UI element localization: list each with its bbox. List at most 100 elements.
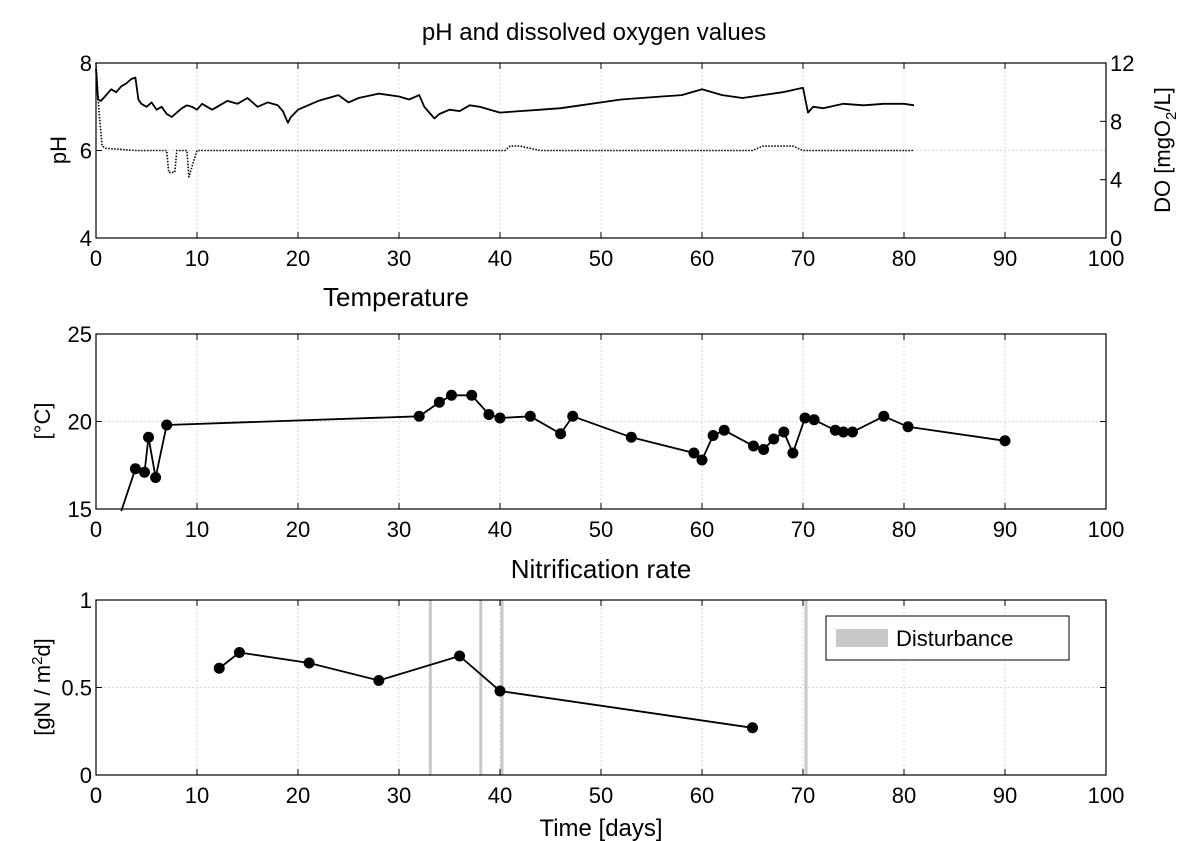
temperature-point xyxy=(466,389,478,401)
panel1-title: pH and dissolved oxygen values xyxy=(422,19,766,46)
panel3-x-ticks: 0 10 20 30 40 50 60 70 80 90 100 xyxy=(90,600,1124,808)
nitrification-point xyxy=(213,662,225,674)
y-right-tick-label: 4 xyxy=(1110,168,1122,193)
panel1-y-ticks: 4 6 8 xyxy=(80,51,102,251)
do-label-part2: /L] xyxy=(1150,87,1175,111)
x-tick-label: 100 xyxy=(1088,246,1125,271)
temperature-point xyxy=(143,431,155,443)
temperature-point xyxy=(799,412,811,424)
nitrification-point xyxy=(454,650,466,662)
y-tick-label: 20 xyxy=(68,410,92,435)
temperature-point xyxy=(787,447,799,459)
panel3-y-label: [gN / m2d] xyxy=(29,638,55,736)
temperature-point xyxy=(768,433,780,445)
x-tick-label: 100 xyxy=(1088,517,1125,542)
y-tick-label: 0 xyxy=(80,763,92,788)
x-tick-label: 80 xyxy=(892,246,916,271)
legend-label: Disturbance xyxy=(896,626,1013,651)
temperature-point xyxy=(483,409,495,420)
nitrification-point xyxy=(233,647,245,658)
panel2-x-ticks: 0 10 20 30 40 50 60 70 80 90 100 xyxy=(90,334,1124,542)
x-tick-label: 50 xyxy=(589,783,613,808)
temperature-point xyxy=(748,440,760,452)
x-tick-label: 10 xyxy=(185,517,209,542)
x-tick-label: 0 xyxy=(90,517,102,542)
legend: Disturbance xyxy=(825,615,1070,661)
panel2-y-ticks: 15 20 25 xyxy=(68,322,1106,522)
x-tick-label: 80 xyxy=(892,517,916,542)
y-tick-label: 25 xyxy=(68,322,92,347)
x-tick-label: 80 xyxy=(892,783,916,808)
temperature-point xyxy=(446,389,458,401)
temperature-point xyxy=(129,463,141,475)
x-tick-label: 10 xyxy=(185,246,209,271)
series-line-2 xyxy=(95,62,915,178)
x-tick-label: 50 xyxy=(589,246,613,271)
panel-nitrification: Nitrification rate 0 10 20 30 40 50 60 70 80 90 10… xyxy=(29,554,1124,841)
nitrification-line xyxy=(218,651,753,729)
panel2-title: Temperature xyxy=(323,282,469,312)
temperature-point xyxy=(625,431,637,443)
y-tick-label: 8 xyxy=(80,51,92,76)
temperature-point xyxy=(846,426,858,438)
temperature-point xyxy=(758,444,770,455)
x-tick-label: 20 xyxy=(286,246,310,271)
x-tick-label: 0 xyxy=(90,246,102,271)
y-tick-label: 4 xyxy=(80,226,92,251)
x-tick-label: 60 xyxy=(690,246,714,271)
y-tick-label: 0.5 xyxy=(61,676,92,701)
temperature-point xyxy=(524,410,536,422)
temperature-point xyxy=(494,412,506,424)
temperature-point xyxy=(567,410,579,422)
panel3-x-label: Time [days] xyxy=(539,815,662,841)
y-tick-label: 1 xyxy=(80,588,92,613)
y-right-tick-label: 8 xyxy=(1110,109,1122,134)
panel2-y-label: [°C] xyxy=(30,403,55,440)
temperature-point xyxy=(878,410,890,422)
panel-temperature: Temperature 0 10 20 30 40 50 60 70 80 90 100 15 20 2… xyxy=(30,282,1124,542)
nitrification-point xyxy=(303,657,315,669)
panel3-y-ticks: 00.51 xyxy=(61,588,1106,788)
nitrification-point xyxy=(747,722,758,734)
legend-swatch xyxy=(836,629,888,647)
panel-ph-do: pH and dissolved oxygen values 0 10 20 30 40… xyxy=(46,19,1180,271)
panel1-x-ticks: 0 10 20 30 40 50 60 70 80 90 100 xyxy=(90,63,1124,271)
x-tick-label: 30 xyxy=(387,246,411,271)
temperature-point xyxy=(999,435,1011,447)
temperature-point xyxy=(413,410,425,422)
x-tick-label: 60 xyxy=(690,783,714,808)
x-tick-label: 70 xyxy=(791,246,815,271)
x-tick-label: 20 xyxy=(286,783,310,808)
temperature-point xyxy=(808,414,820,426)
series-line-1 xyxy=(95,68,915,124)
x-tick-label: 100 xyxy=(1088,783,1125,808)
temperature-point xyxy=(696,454,708,466)
temperature-point xyxy=(902,421,914,433)
temperature-point xyxy=(707,430,719,441)
temperature-point xyxy=(138,466,150,478)
y-tick-label: 15 xyxy=(68,497,92,522)
x-tick-label: 90 xyxy=(993,517,1017,542)
temperature-point xyxy=(837,426,849,438)
temperature-line xyxy=(120,394,1006,512)
temperature-point xyxy=(150,472,162,483)
y-tick-label: 6 xyxy=(80,139,92,164)
temperature-point xyxy=(555,428,567,440)
x-tick-label: 60 xyxy=(690,517,714,542)
panel2-series xyxy=(120,389,1011,512)
x-tick-label: 70 xyxy=(791,517,815,542)
nitrification-point xyxy=(373,675,385,686)
x-tick-label: 50 xyxy=(589,517,613,542)
panel1-series xyxy=(95,62,915,178)
x-tick-label: 40 xyxy=(488,246,512,271)
rate-label-sup: 2 xyxy=(29,657,46,665)
do-label-part1: DO [mgO xyxy=(1150,120,1175,213)
rate-label-part1: [gN / m xyxy=(30,665,55,736)
temperature-point xyxy=(718,424,730,436)
x-tick-label: 90 xyxy=(993,246,1017,271)
do-label-sub: 2 xyxy=(1163,112,1180,120)
x-tick-label: 40 xyxy=(488,783,512,808)
temperature-point xyxy=(688,447,700,459)
panel1-y-label-right: DO [mgO2/L] xyxy=(1150,87,1180,213)
